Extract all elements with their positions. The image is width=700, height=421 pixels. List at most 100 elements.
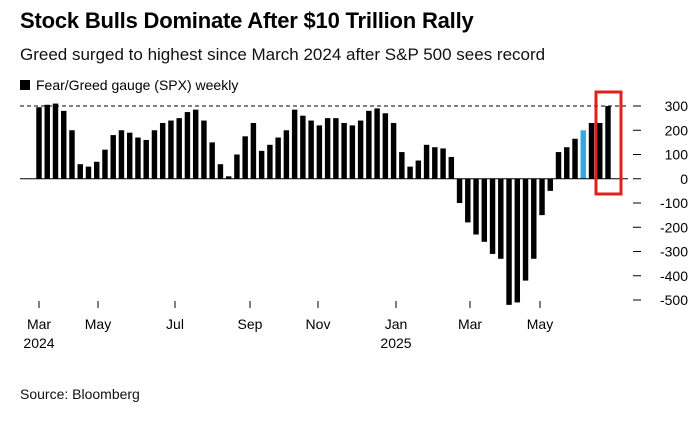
- bar-latest: [580, 130, 586, 179]
- x-tick-label: May: [527, 316, 553, 332]
- y-tick-label: 100: [665, 147, 689, 163]
- bar: [110, 135, 116, 179]
- legend-label: Fear/Greed gauge (SPX) weekly: [36, 77, 239, 93]
- bar: [44, 104, 50, 179]
- x-tick-label: Jan: [385, 316, 408, 332]
- bar: [333, 118, 339, 179]
- bar: [184, 112, 191, 179]
- x-tick-year: 2024: [23, 335, 54, 351]
- bar: [267, 144, 273, 179]
- bar: [374, 108, 380, 179]
- y-tick-label: -100: [660, 195, 688, 211]
- bar: [390, 122, 397, 179]
- bar: [498, 178, 504, 259]
- chart-subtitle: Greed surged to highest since March 2024…: [20, 45, 546, 64]
- bar: [168, 120, 174, 179]
- bar: [324, 118, 331, 179]
- bar: [415, 160, 422, 179]
- bar: [357, 120, 364, 179]
- bar: [448, 156, 455, 179]
- x-tick-label: Jul: [166, 316, 184, 332]
- bar: [192, 109, 199, 179]
- bar: [382, 113, 389, 179]
- bar: [275, 137, 281, 179]
- bar: [465, 178, 471, 223]
- bar: [432, 147, 438, 179]
- bar: [555, 152, 562, 179]
- bar: [94, 161, 100, 179]
- x-tick-label: May: [85, 316, 111, 332]
- x-tick-label: Mar: [27, 316, 51, 332]
- bar: [159, 122, 166, 179]
- highlight-box: [594, 90, 623, 196]
- bar: [539, 178, 545, 216]
- y-tick-label: -300: [660, 244, 688, 260]
- bar: [522, 178, 529, 281]
- y-tick-label: 300: [665, 98, 689, 114]
- x-tick-label: Nov: [306, 316, 331, 332]
- bar: [308, 120, 314, 179]
- legend: Fear/Greed gauge (SPX) weekly: [20, 77, 238, 93]
- bar: [473, 178, 479, 235]
- bar: [151, 130, 158, 179]
- bar: [407, 166, 413, 179]
- bar: [341, 122, 347, 179]
- bar: [102, 149, 108, 179]
- bar: [399, 152, 405, 179]
- bar: [69, 130, 75, 179]
- x-axis: Mar 2024 May Jul Sep Nov Jan 2025 Mar May: [23, 301, 553, 351]
- bar: [588, 122, 595, 179]
- bar: [209, 142, 215, 179]
- bar: [440, 148, 446, 179]
- bar: [283, 130, 290, 179]
- bars-group: [36, 103, 611, 305]
- bar: [423, 144, 430, 179]
- bar: [217, 164, 224, 179]
- source-note: Source: Bloomberg: [20, 386, 140, 402]
- y-tick-label: 200: [665, 122, 689, 138]
- bar: [506, 178, 512, 305]
- y-tick-label: -400: [660, 268, 688, 284]
- bar: [143, 139, 149, 179]
- bar: [572, 138, 578, 179]
- bar: [250, 122, 257, 179]
- y-tick-label: -200: [660, 219, 688, 235]
- bar: [316, 125, 323, 179]
- bar: [349, 125, 356, 179]
- bar: [36, 107, 42, 179]
- y-tick-label: 0: [680, 171, 688, 187]
- bar: [547, 178, 553, 191]
- bar: [564, 147, 570, 179]
- bar: [61, 110, 67, 179]
- bar: [481, 178, 488, 242]
- x-tick-year: 2025: [380, 335, 411, 351]
- bar: [514, 178, 521, 303]
- x-tick-label: Mar: [458, 316, 482, 332]
- y-axis: 300 200 100 0 -100 -200 -300 -400 -500: [633, 98, 688, 308]
- bar: [52, 103, 59, 179]
- legend-swatch: [20, 80, 30, 90]
- bar: [126, 132, 133, 179]
- bar: [225, 176, 232, 179]
- bar: [118, 130, 125, 179]
- bar: [531, 178, 537, 259]
- bar: [456, 178, 463, 203]
- bar: [300, 115, 306, 179]
- bar: [366, 110, 372, 179]
- bar: [135, 137, 141, 179]
- bar: [489, 178, 496, 254]
- chart-title: Stock Bulls Dominate After $10 Trillion …: [20, 8, 474, 33]
- bar: [597, 122, 603, 179]
- x-tick-label: Sep: [238, 316, 263, 332]
- bar: [605, 106, 611, 179]
- bar: [234, 154, 240, 179]
- bar: [291, 109, 298, 179]
- bar: [85, 166, 92, 179]
- bar: [258, 150, 265, 179]
- y-tick-label: -500: [660, 292, 688, 308]
- bar: [176, 118, 182, 179]
- bar: [77, 164, 83, 179]
- bar: [201, 120, 207, 179]
- bar: [242, 136, 248, 179]
